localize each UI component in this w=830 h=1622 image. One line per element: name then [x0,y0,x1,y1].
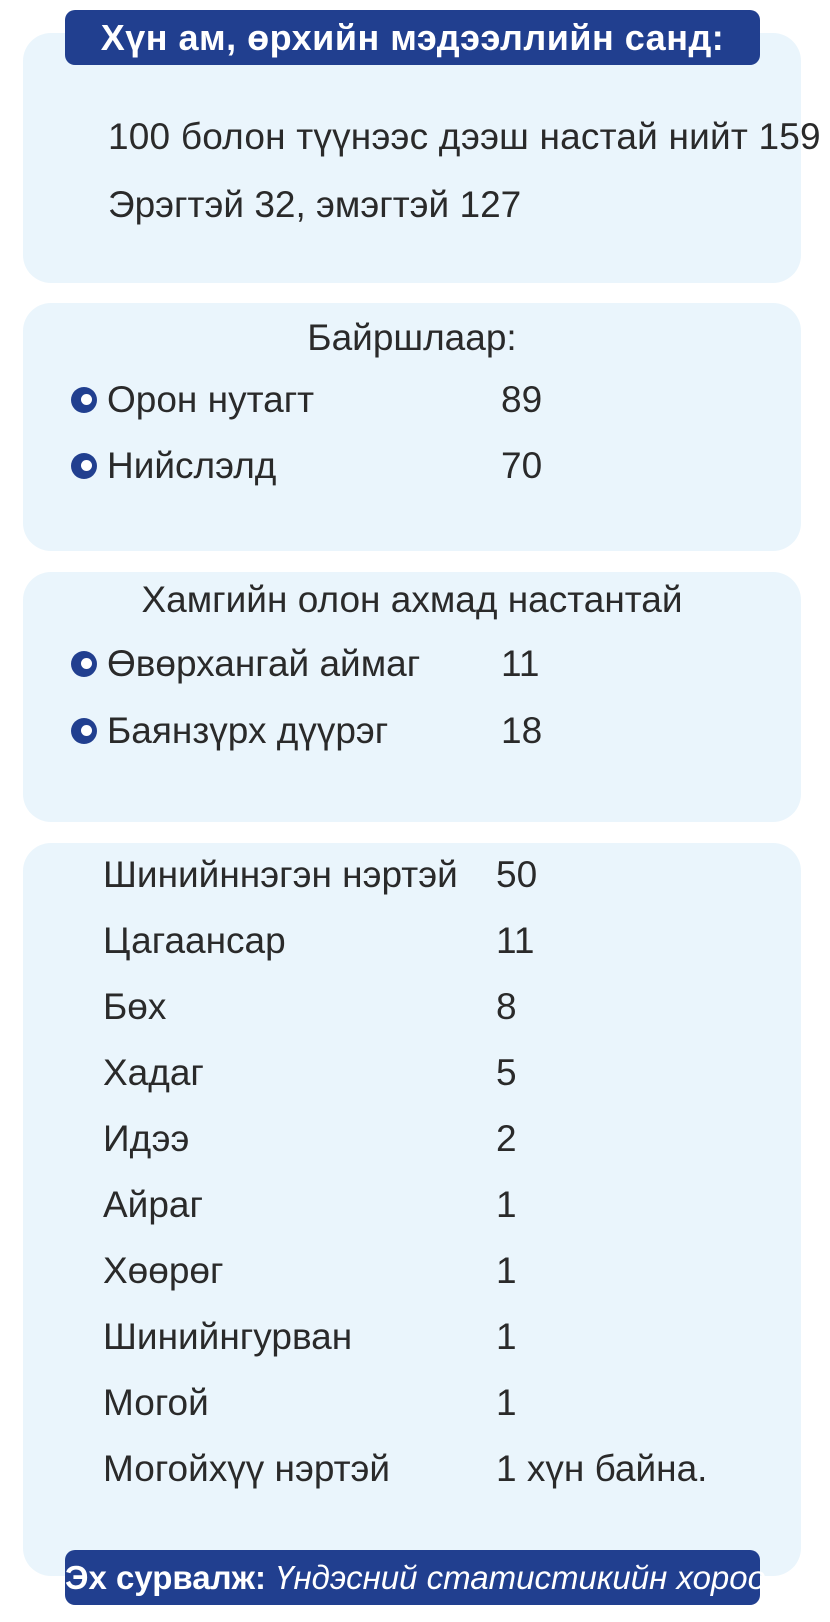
total-panel: 100 болон түүнээс дээш настай нийт 159 Э… [23,33,821,283]
name-label: Цагаансар [103,920,286,961]
name-label: Хөөрөг [103,1250,224,1291]
name-label: Идээ [103,1118,190,1159]
bullet-icon [71,718,97,744]
item-value: 70 [501,445,543,486]
list-item: Нийслэлд 70 [71,441,771,491]
name-label: Айраг [103,1184,203,1225]
name-count: 1 хүн байна. [496,1448,708,1489]
item-label: Орон нутагт [107,379,315,420]
names-panel: Шинийннэгэн нэртэй 50 Цагаансар 11 Бөх 8… [23,843,801,1576]
gender-breakdown-text: Эрэгтэй 32, эмэгтэй 127 [108,184,522,225]
name-label: Могойхүү нэртэй [103,1448,391,1489]
source-label: Эх сурвалж: [65,1559,266,1596]
table-row: Бөх 8 [103,982,783,1032]
list-item: Баянзүрх дүүрэг 18 [71,706,771,756]
most-elderly-panel: Хамгийн олон ахмад настантай Өвөрхангай … [23,572,801,822]
name-count: 1 [496,1316,517,1357]
name-label: Могой [103,1382,209,1423]
bullet-icon [71,453,97,479]
bullet-icon [71,651,97,677]
source-bar: Эх сурвалж: Үндэсний статистикийн хороо [65,1550,766,1605]
most-elderly-heading: Хамгийн олон ахмад настантай [141,579,683,620]
name-count: 50 [496,854,538,895]
location-panel: Байршлаар: Орон нутагт 89 Нийслэлд 70 [23,303,801,551]
item-value: 18 [501,710,543,751]
name-count: 1 [496,1382,517,1423]
table-row: Могойхүү нэртэй 1 хүн байна. [103,1444,783,1494]
item-value: 89 [501,379,543,420]
item-value: 11 [501,643,540,684]
name-label: Шинийннэгэн нэртэй [103,854,458,895]
source-value: Үндэсний статистикийн хороо [275,1559,766,1596]
name-label: Хадаг [103,1052,204,1093]
table-row: Хөөрөг 1 [103,1246,783,1296]
name-count: 8 [496,986,517,1027]
name-count: 11 [496,920,535,961]
name-count: 2 [496,1118,517,1159]
list-item: Өвөрхангай аймаг 11 [71,639,771,689]
table-row: Идээ 2 [103,1114,783,1164]
page-title: Хүн ам, өрхийн мэдээллийн санд: [65,10,760,65]
name-count: 1 [496,1250,517,1291]
name-label: Бөх [103,986,167,1027]
name-count: 1 [496,1184,517,1225]
list-item: Орон нутагт 89 [71,375,771,425]
item-label: Өвөрхангай аймаг [107,643,421,684]
table-row: Цагаансар 11 [103,916,783,966]
table-row: Айраг 1 [103,1180,783,1230]
item-label: Нийслэлд [107,445,277,486]
name-count: 5 [496,1052,517,1093]
bullet-icon [71,387,97,413]
name-label: Шинийнгурван [103,1316,353,1357]
table-row: Шинийннэгэн нэртэй 50 [103,850,783,900]
total-count-text: 100 болон түүнээс дээш настай нийт 159 [108,116,821,157]
item-label: Баянзүрх дүүрэг [107,710,389,751]
table-row: Хадаг 5 [103,1048,783,1098]
location-heading: Байршлаар: [307,317,517,358]
table-row: Шинийнгурван 1 [103,1312,783,1362]
table-row: Могой 1 [103,1378,783,1428]
